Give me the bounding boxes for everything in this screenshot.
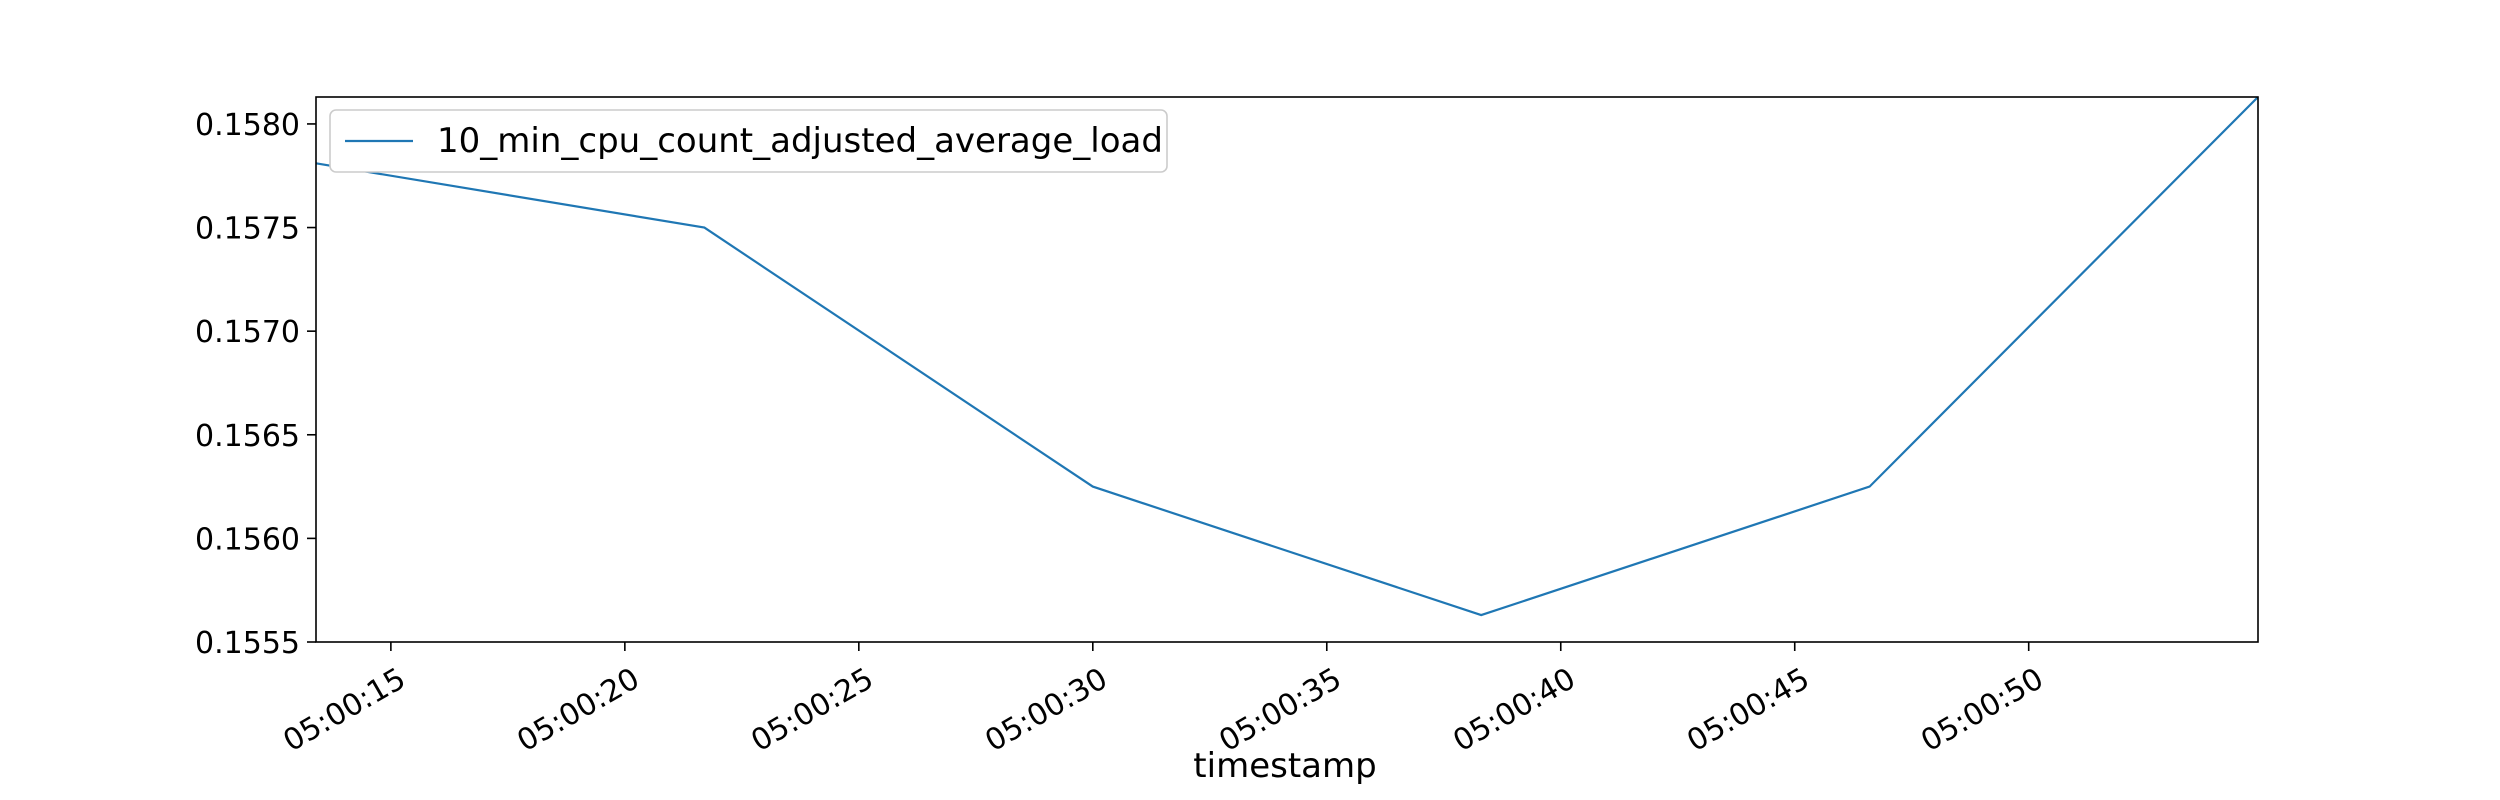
y-tick-label: 0.1565: [195, 419, 300, 454]
series-line: [315, 96, 2259, 617]
x-tick-label: 05:00:50: [1915, 661, 2049, 759]
y-axis: 0.1555 0.1560 0.1565 0.1570 0.1575 0.1580: [195, 108, 316, 661]
y-tick-label: 0.1570: [195, 315, 300, 350]
y-tick-label: 0.1575: [195, 212, 300, 247]
x-tick-label: 05:00:25: [745, 661, 879, 759]
x-axis-label: timestamp: [1193, 746, 1376, 786]
x-tick-label: 05:00:40: [1447, 661, 1581, 759]
x-tick-label: 05:00:15: [277, 661, 411, 759]
x-tick-label: 05:00:45: [1681, 661, 1815, 759]
x-tick-label: 05:00:30: [979, 661, 1113, 759]
plot-area: [315, 96, 2259, 643]
plot-frame: [315, 96, 2259, 643]
legend-label: 10_min_cpu_count_adjusted_average_load: [437, 121, 1163, 161]
y-tick-label: 0.1560: [195, 522, 300, 557]
y-tick-label: 0.1555: [195, 626, 300, 661]
x-tick-label: 05:00:20: [511, 661, 645, 759]
x-axis: 05:00:15 05:00:20 05:00:25 05:00:30 05:00:35…: [277, 642, 2049, 759]
x-tick-label: 05:00:35: [1213, 661, 1347, 759]
legend: 10_min_cpu_count_adjusted_average_load: [329, 109, 1168, 173]
y-tick-label: 0.1580: [195, 108, 300, 143]
legend-box: [329, 109, 1168, 173]
